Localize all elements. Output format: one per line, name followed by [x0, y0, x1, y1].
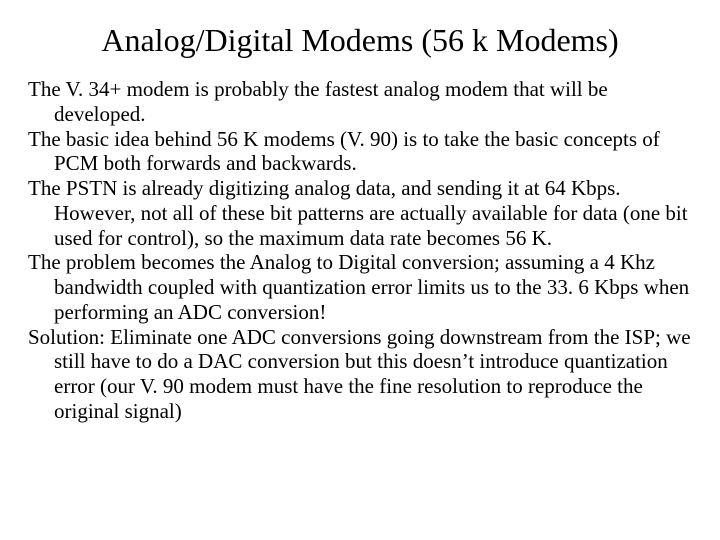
paragraph: The problem becomes the Analog to Digita…: [28, 250, 692, 324]
slide: Analog/Digital Modems (56 k Modems) The …: [0, 0, 720, 540]
paragraph: The V. 34+ modem is probably the fastest…: [28, 77, 692, 127]
paragraph: Solution: Eliminate one ADC conversions …: [28, 325, 692, 424]
paragraph: The basic idea behind 56 K modems (V. 90…: [28, 127, 692, 177]
paragraph: The PSTN is already digitizing analog da…: [28, 176, 692, 250]
slide-body: The V. 34+ modem is probably the fastest…: [28, 77, 692, 424]
slide-title: Analog/Digital Modems (56 k Modems): [28, 22, 692, 59]
